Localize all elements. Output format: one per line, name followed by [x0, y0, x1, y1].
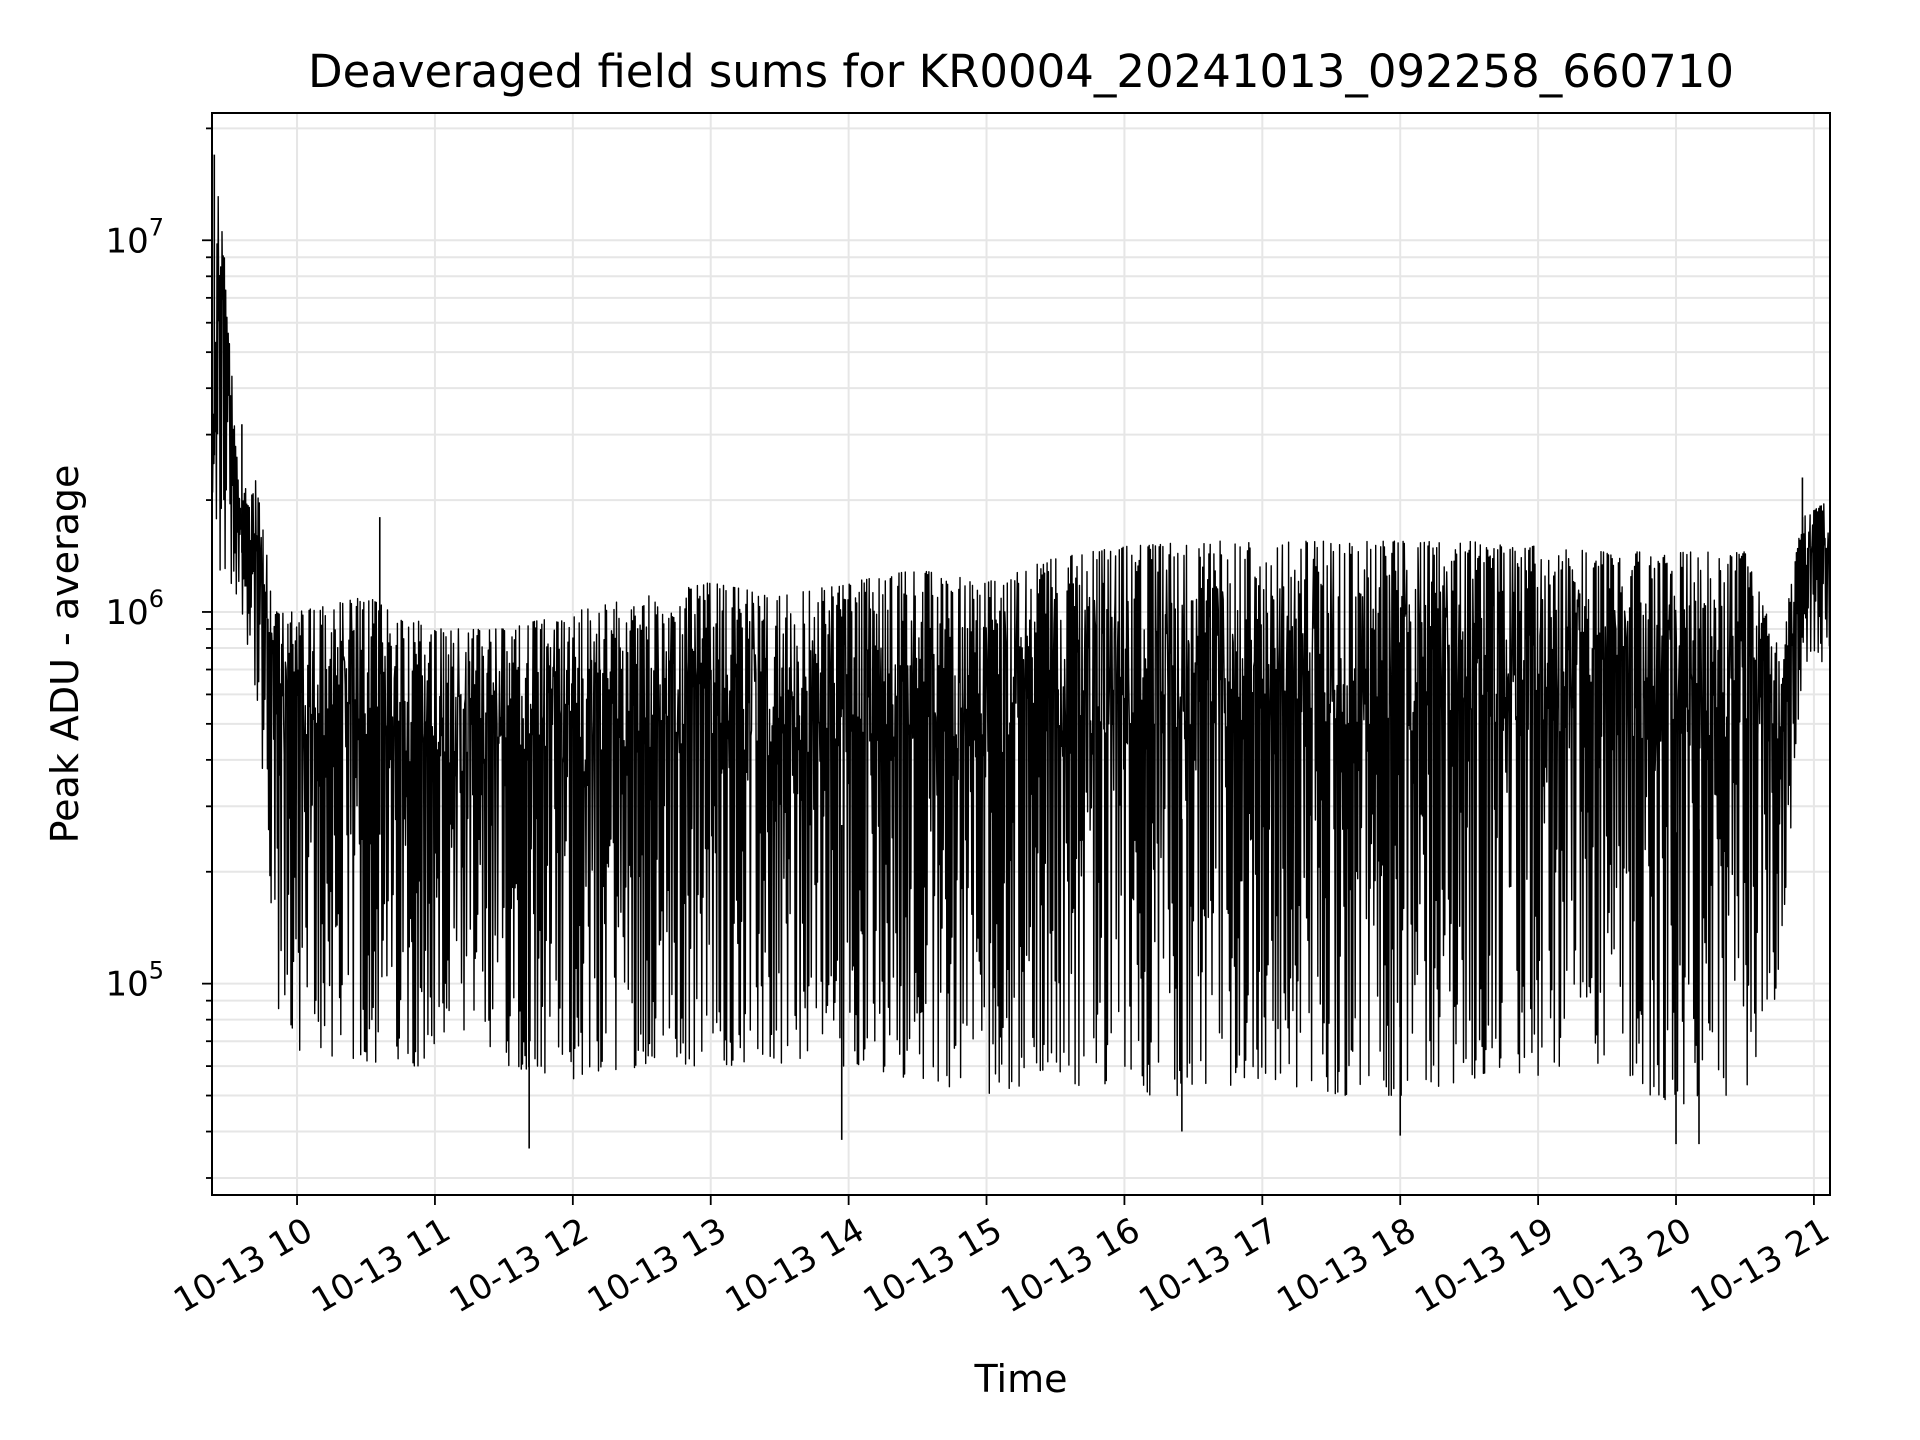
- plot-area: [212, 154, 1830, 1149]
- axes-frame: [211, 112, 1831, 1196]
- y-axis-label: Peak ADU - average: [43, 465, 87, 844]
- chart-title: Deaveraged field sums for KR0004_2024101…: [308, 45, 1734, 98]
- y-tick-label: 106: [105, 585, 164, 633]
- y-tick-label: 107: [105, 213, 164, 261]
- series-line: [212, 196, 1830, 1105]
- y-tick-label: 105: [105, 957, 164, 1005]
- x-axis-label: Time: [974, 1357, 1068, 1401]
